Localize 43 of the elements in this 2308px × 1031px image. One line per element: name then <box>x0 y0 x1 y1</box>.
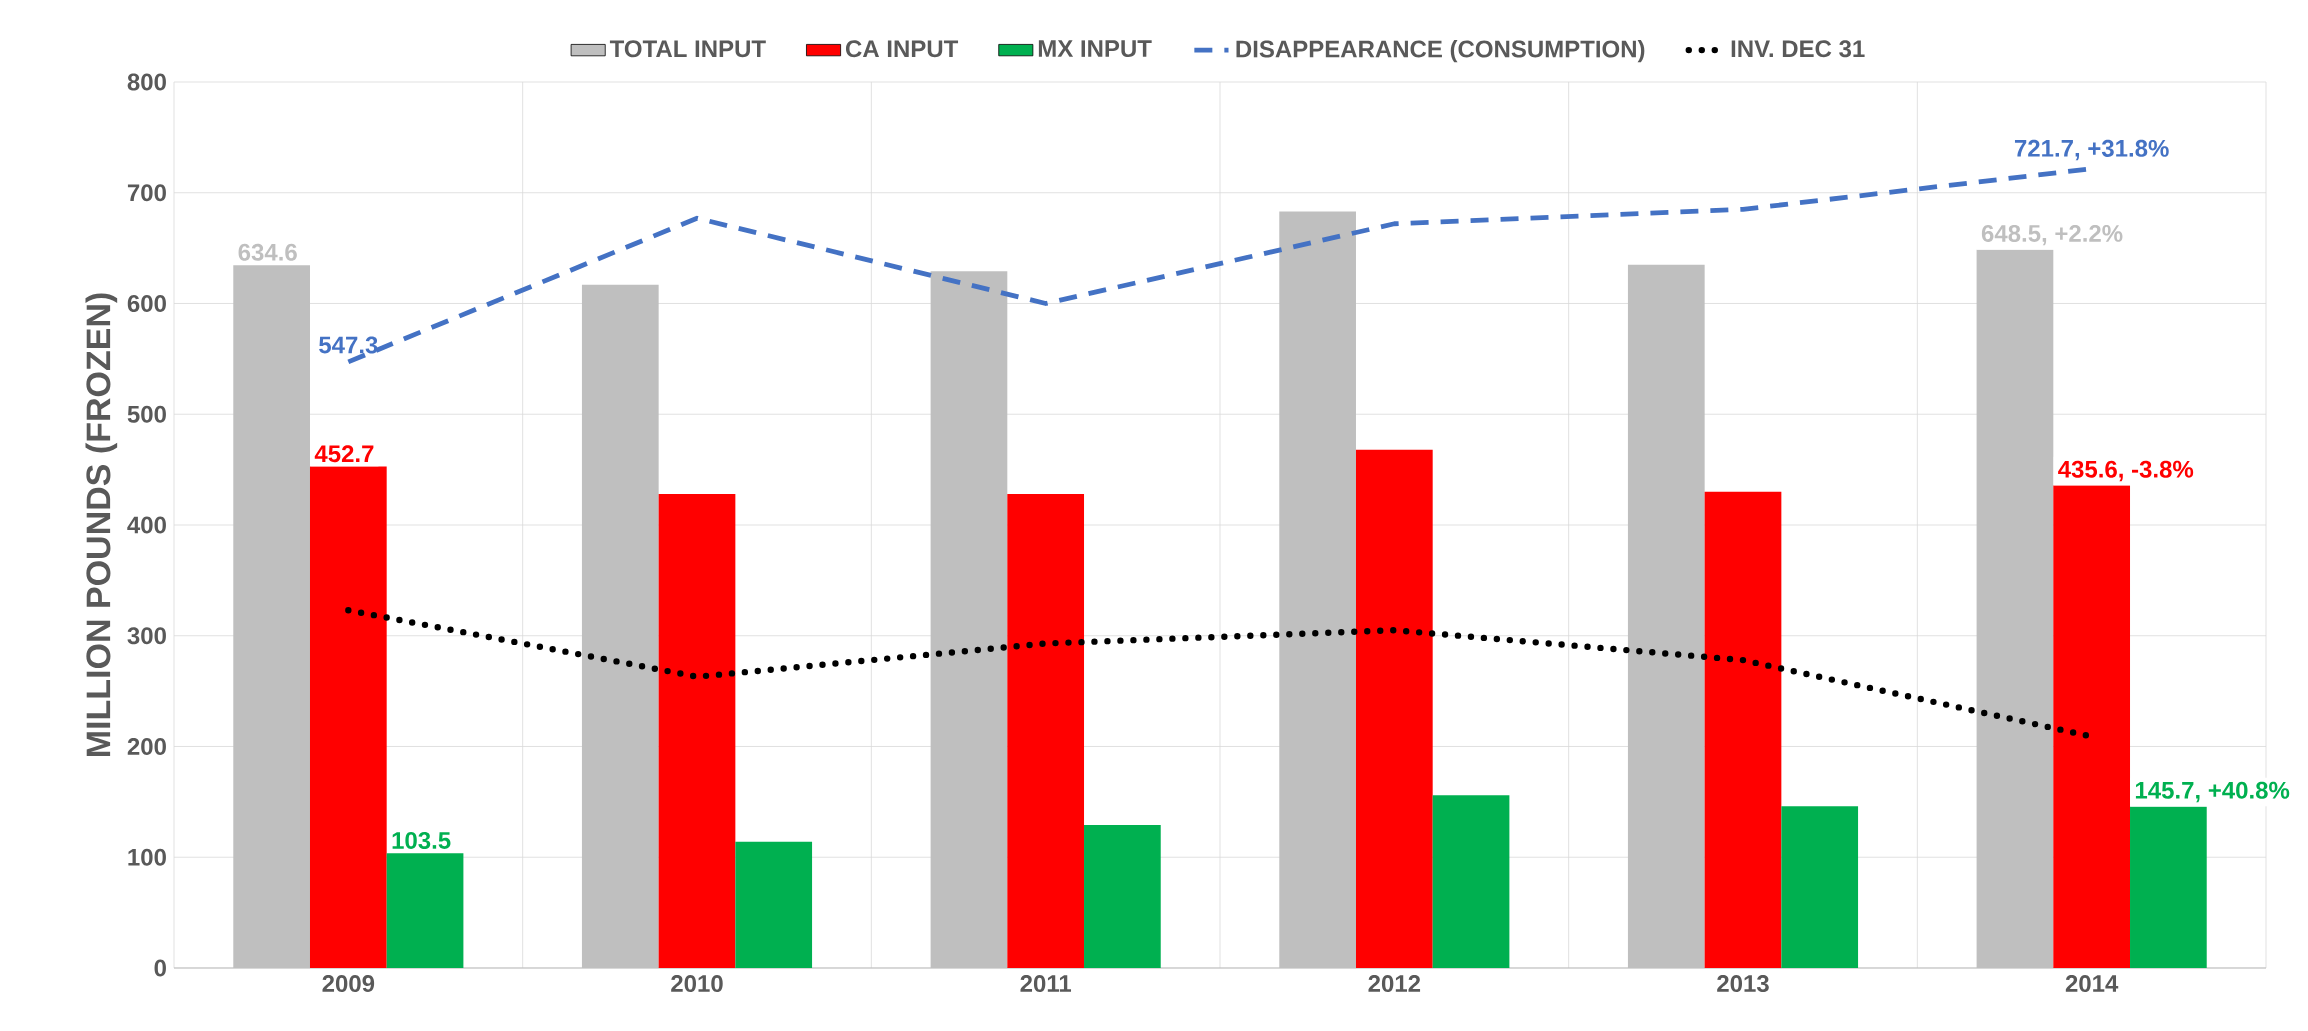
y-tick-label: 200 <box>127 738 166 755</box>
legend-label: CA INPUT <box>845 40 959 58</box>
bar <box>1084 825 1161 968</box>
bar <box>1279 211 1356 968</box>
data-label: 634.6 <box>238 243 297 261</box>
legend-label: INV. DEC 31 <box>1731 40 1865 58</box>
y-tick-label: 600 <box>127 295 166 312</box>
x-tick-label: 2010 <box>671 975 723 993</box>
legend-label: MX INPUT <box>1038 40 1152 58</box>
bar <box>1704 491 1782 968</box>
y-tick-label: 800 <box>127 73 166 91</box>
data-label: 145.7, +40.8% <box>2135 781 2290 803</box>
legend-label: DISAPPEARANCE (CONSUMPTION) <box>1236 39 1645 63</box>
x-tick-label: 2014 <box>2065 975 2119 993</box>
bar <box>309 466 387 968</box>
bar <box>581 284 659 968</box>
data-label: 721.7, +31.8% <box>2014 139 2169 161</box>
x-tick-label: 2011 <box>1020 975 1072 993</box>
y-tick-label: 700 <box>127 184 166 202</box>
y-tick-label: 100 <box>128 848 166 866</box>
bar <box>930 271 1008 968</box>
bar <box>1627 264 1705 968</box>
legend-label: TOTAL INPUT <box>609 40 766 58</box>
data-label: 547.3 <box>319 336 378 354</box>
data-label: 452.7 <box>314 445 374 463</box>
x-tick-label: 2009 <box>322 975 375 993</box>
y-tick-label: 0 <box>154 959 166 977</box>
bar <box>1355 449 1433 968</box>
data-label: 435.6, -3.8% <box>2058 460 2194 482</box>
y-tick-label: 500 <box>127 405 166 423</box>
bar <box>1976 249 2054 968</box>
y-tick-label: 400 <box>127 516 166 534</box>
data-label: 103.5 <box>392 831 451 849</box>
bar <box>1007 493 1085 968</box>
bar <box>1432 795 1510 968</box>
x-tick-label: 2012 <box>1368 975 1421 993</box>
bar <box>1781 806 1859 968</box>
y-tick-label: 300 <box>127 627 166 645</box>
x-tick-label: 2013 <box>1717 975 1769 993</box>
y-axis-title: MILLION POUNDS (FROZEN) <box>85 293 118 756</box>
bar <box>735 841 813 968</box>
data-label: 648.5, +2.2% <box>1981 224 2123 246</box>
bar <box>658 493 736 968</box>
